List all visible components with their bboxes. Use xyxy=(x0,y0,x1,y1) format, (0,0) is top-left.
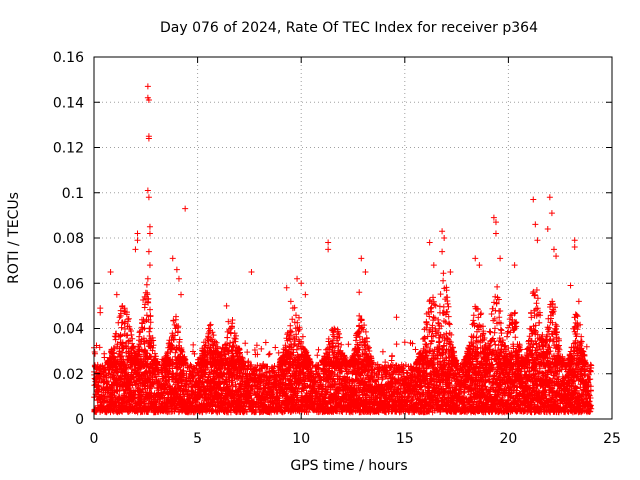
data-point xyxy=(283,284,290,291)
data-point xyxy=(132,246,139,253)
data-point xyxy=(325,246,332,253)
data-point xyxy=(298,280,305,287)
data-point xyxy=(492,219,499,226)
data-point xyxy=(550,246,557,253)
data-point xyxy=(144,296,151,303)
data-point xyxy=(325,239,332,246)
x-tick-label: 15 xyxy=(396,431,414,447)
data-point xyxy=(146,262,153,269)
data-point xyxy=(145,194,152,201)
data-point xyxy=(302,291,309,298)
data-point xyxy=(548,210,555,217)
grid-lines xyxy=(94,57,612,419)
data-point xyxy=(553,253,560,260)
data-point xyxy=(145,248,152,255)
data-point xyxy=(567,282,574,289)
data-point xyxy=(144,187,151,194)
x-tick-label: 20 xyxy=(499,431,517,447)
data-point xyxy=(223,302,230,309)
data-point xyxy=(145,96,152,103)
y-tick-label: 0.16 xyxy=(53,50,84,66)
y-tick-label: 0 xyxy=(75,412,84,428)
data-point xyxy=(144,83,151,90)
y-tick-label: 0.12 xyxy=(53,141,84,157)
data-point xyxy=(571,237,578,244)
data-point xyxy=(441,235,448,241)
data-point xyxy=(358,255,365,262)
data-point xyxy=(107,268,114,275)
y-axis-label: ROTI / TECUs xyxy=(6,192,22,284)
data-point xyxy=(134,237,141,244)
y-tick-label: 0.1 xyxy=(62,186,84,202)
data-point xyxy=(248,268,255,275)
data-point xyxy=(511,262,518,269)
data-point xyxy=(146,223,153,230)
data-point xyxy=(439,228,446,235)
data-point xyxy=(145,135,152,142)
data-point xyxy=(546,194,553,201)
data-point xyxy=(472,255,479,262)
x-axis-label: GPS time / hours xyxy=(290,458,407,474)
data-point xyxy=(492,230,499,237)
data-point xyxy=(144,275,151,282)
data-point xyxy=(362,268,369,275)
data-point xyxy=(175,275,182,282)
y-tick-label: 0.04 xyxy=(53,322,84,338)
data-point xyxy=(530,196,537,203)
data-point xyxy=(439,248,446,255)
y-tick-label: 0.02 xyxy=(53,367,84,383)
data-point xyxy=(97,305,104,312)
data-point xyxy=(575,298,582,305)
data-point xyxy=(173,266,180,273)
chart-title: Day 076 of 2024, Rate Of TEC Index for r… xyxy=(160,20,538,36)
data-point xyxy=(294,275,301,282)
data-point xyxy=(287,298,294,305)
data-point xyxy=(289,305,296,312)
data-point xyxy=(571,244,578,251)
data-point xyxy=(146,230,153,237)
data-point xyxy=(356,289,363,296)
data-point xyxy=(178,291,185,298)
data-point xyxy=(113,291,120,298)
data-point xyxy=(426,239,433,246)
data-point xyxy=(393,314,400,321)
x-tick-label: 5 xyxy=(193,431,202,447)
data-points xyxy=(91,83,595,416)
data-point xyxy=(476,262,483,269)
data-point xyxy=(532,221,539,228)
data-point xyxy=(490,214,497,221)
data-point xyxy=(497,255,504,262)
y-tick-label: 0.14 xyxy=(53,95,84,111)
x-tick-label: 0 xyxy=(90,431,99,447)
data-point xyxy=(169,255,176,262)
data-point xyxy=(134,230,141,237)
data-point xyxy=(447,268,454,275)
x-tick-label: 25 xyxy=(603,431,621,447)
data-point xyxy=(534,237,541,244)
data-point xyxy=(430,262,437,269)
y-tick-label: 0.08 xyxy=(53,231,84,247)
x-tick-label: 10 xyxy=(292,431,310,447)
y-tick-label: 0.06 xyxy=(53,276,84,292)
data-point xyxy=(544,225,551,232)
axis-ticks: 0 0.02 0.04 0.06 0.08 0.1 0.12 0.14 0.16 0 5 10 15 20… xyxy=(53,50,621,447)
data-point xyxy=(182,205,189,212)
